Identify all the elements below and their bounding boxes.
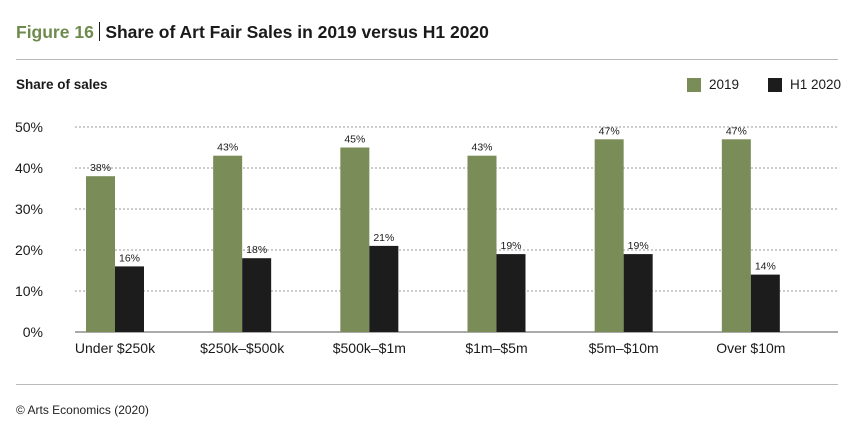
top-divider bbox=[16, 59, 838, 60]
y-tick-label: 50% bbox=[15, 119, 43, 135]
x-tick-label: $500k–$1m bbox=[333, 340, 406, 356]
data-label: 47% bbox=[726, 125, 747, 137]
legend-item-2019: 2019 bbox=[687, 77, 739, 92]
y-axis-label: Share of sales bbox=[16, 77, 108, 92]
x-tick-label: Over $10m bbox=[716, 340, 785, 356]
source-note: © Arts Economics (2020) bbox=[16, 403, 149, 417]
figure-header: Figure 16 Share of Art Fair Sales in 2019… bbox=[16, 22, 489, 43]
y-tick-label: 0% bbox=[23, 324, 43, 340]
x-tick-label: $1m–$5m bbox=[465, 340, 527, 356]
bar-h1-2020 bbox=[115, 266, 144, 332]
bar-2019 bbox=[467, 155, 497, 332]
data-label: 18% bbox=[246, 244, 267, 256]
x-tick-label: $5m–$10m bbox=[589, 340, 659, 356]
y-tick-label: 30% bbox=[15, 201, 43, 217]
bar-2019 bbox=[340, 147, 370, 332]
legend-label-2019: 2019 bbox=[709, 77, 740, 92]
y-tick-label: 10% bbox=[15, 283, 43, 299]
data-label: 21% bbox=[373, 232, 394, 244]
data-label: 14% bbox=[755, 261, 776, 273]
bar-2019 bbox=[213, 155, 243, 332]
data-label: 19% bbox=[500, 240, 521, 252]
data-label: 16% bbox=[119, 252, 140, 264]
data-label: 43% bbox=[217, 142, 238, 154]
data-label: 19% bbox=[628, 240, 649, 252]
bar-2019 bbox=[594, 139, 624, 332]
data-label: 38% bbox=[90, 162, 111, 174]
chart-title: Share of Art Fair Sales in 2019 versus H… bbox=[105, 22, 489, 42]
bar-h1-2020 bbox=[242, 258, 272, 332]
bar-h1-2020 bbox=[496, 254, 526, 332]
data-label: 45% bbox=[344, 134, 365, 146]
legend-swatch-h1-2020 bbox=[768, 77, 782, 92]
legend-label-h1-2020: H1 2020 bbox=[790, 77, 842, 92]
x-tick-label: Under $250k bbox=[75, 340, 156, 356]
bar-h1-2020 bbox=[750, 274, 780, 332]
y-tick-label: 40% bbox=[15, 160, 43, 176]
data-label: 47% bbox=[599, 125, 620, 137]
x-tick-label: $250k–$500k bbox=[200, 340, 285, 356]
bottom-divider bbox=[16, 384, 838, 385]
title-separator bbox=[98, 22, 101, 41]
data-label: 43% bbox=[471, 142, 492, 154]
legend-swatch-2019 bbox=[687, 77, 701, 92]
y-tick-label: 20% bbox=[15, 242, 43, 258]
bar-h1-2020 bbox=[369, 245, 399, 332]
figure-label: Figure 16 bbox=[16, 22, 94, 42]
bar-2019 bbox=[721, 139, 751, 332]
legend-item-h1-2020: H1 2020 bbox=[768, 77, 841, 92]
bar-2019 bbox=[86, 176, 115, 332]
bar-h1-2020 bbox=[623, 254, 653, 332]
